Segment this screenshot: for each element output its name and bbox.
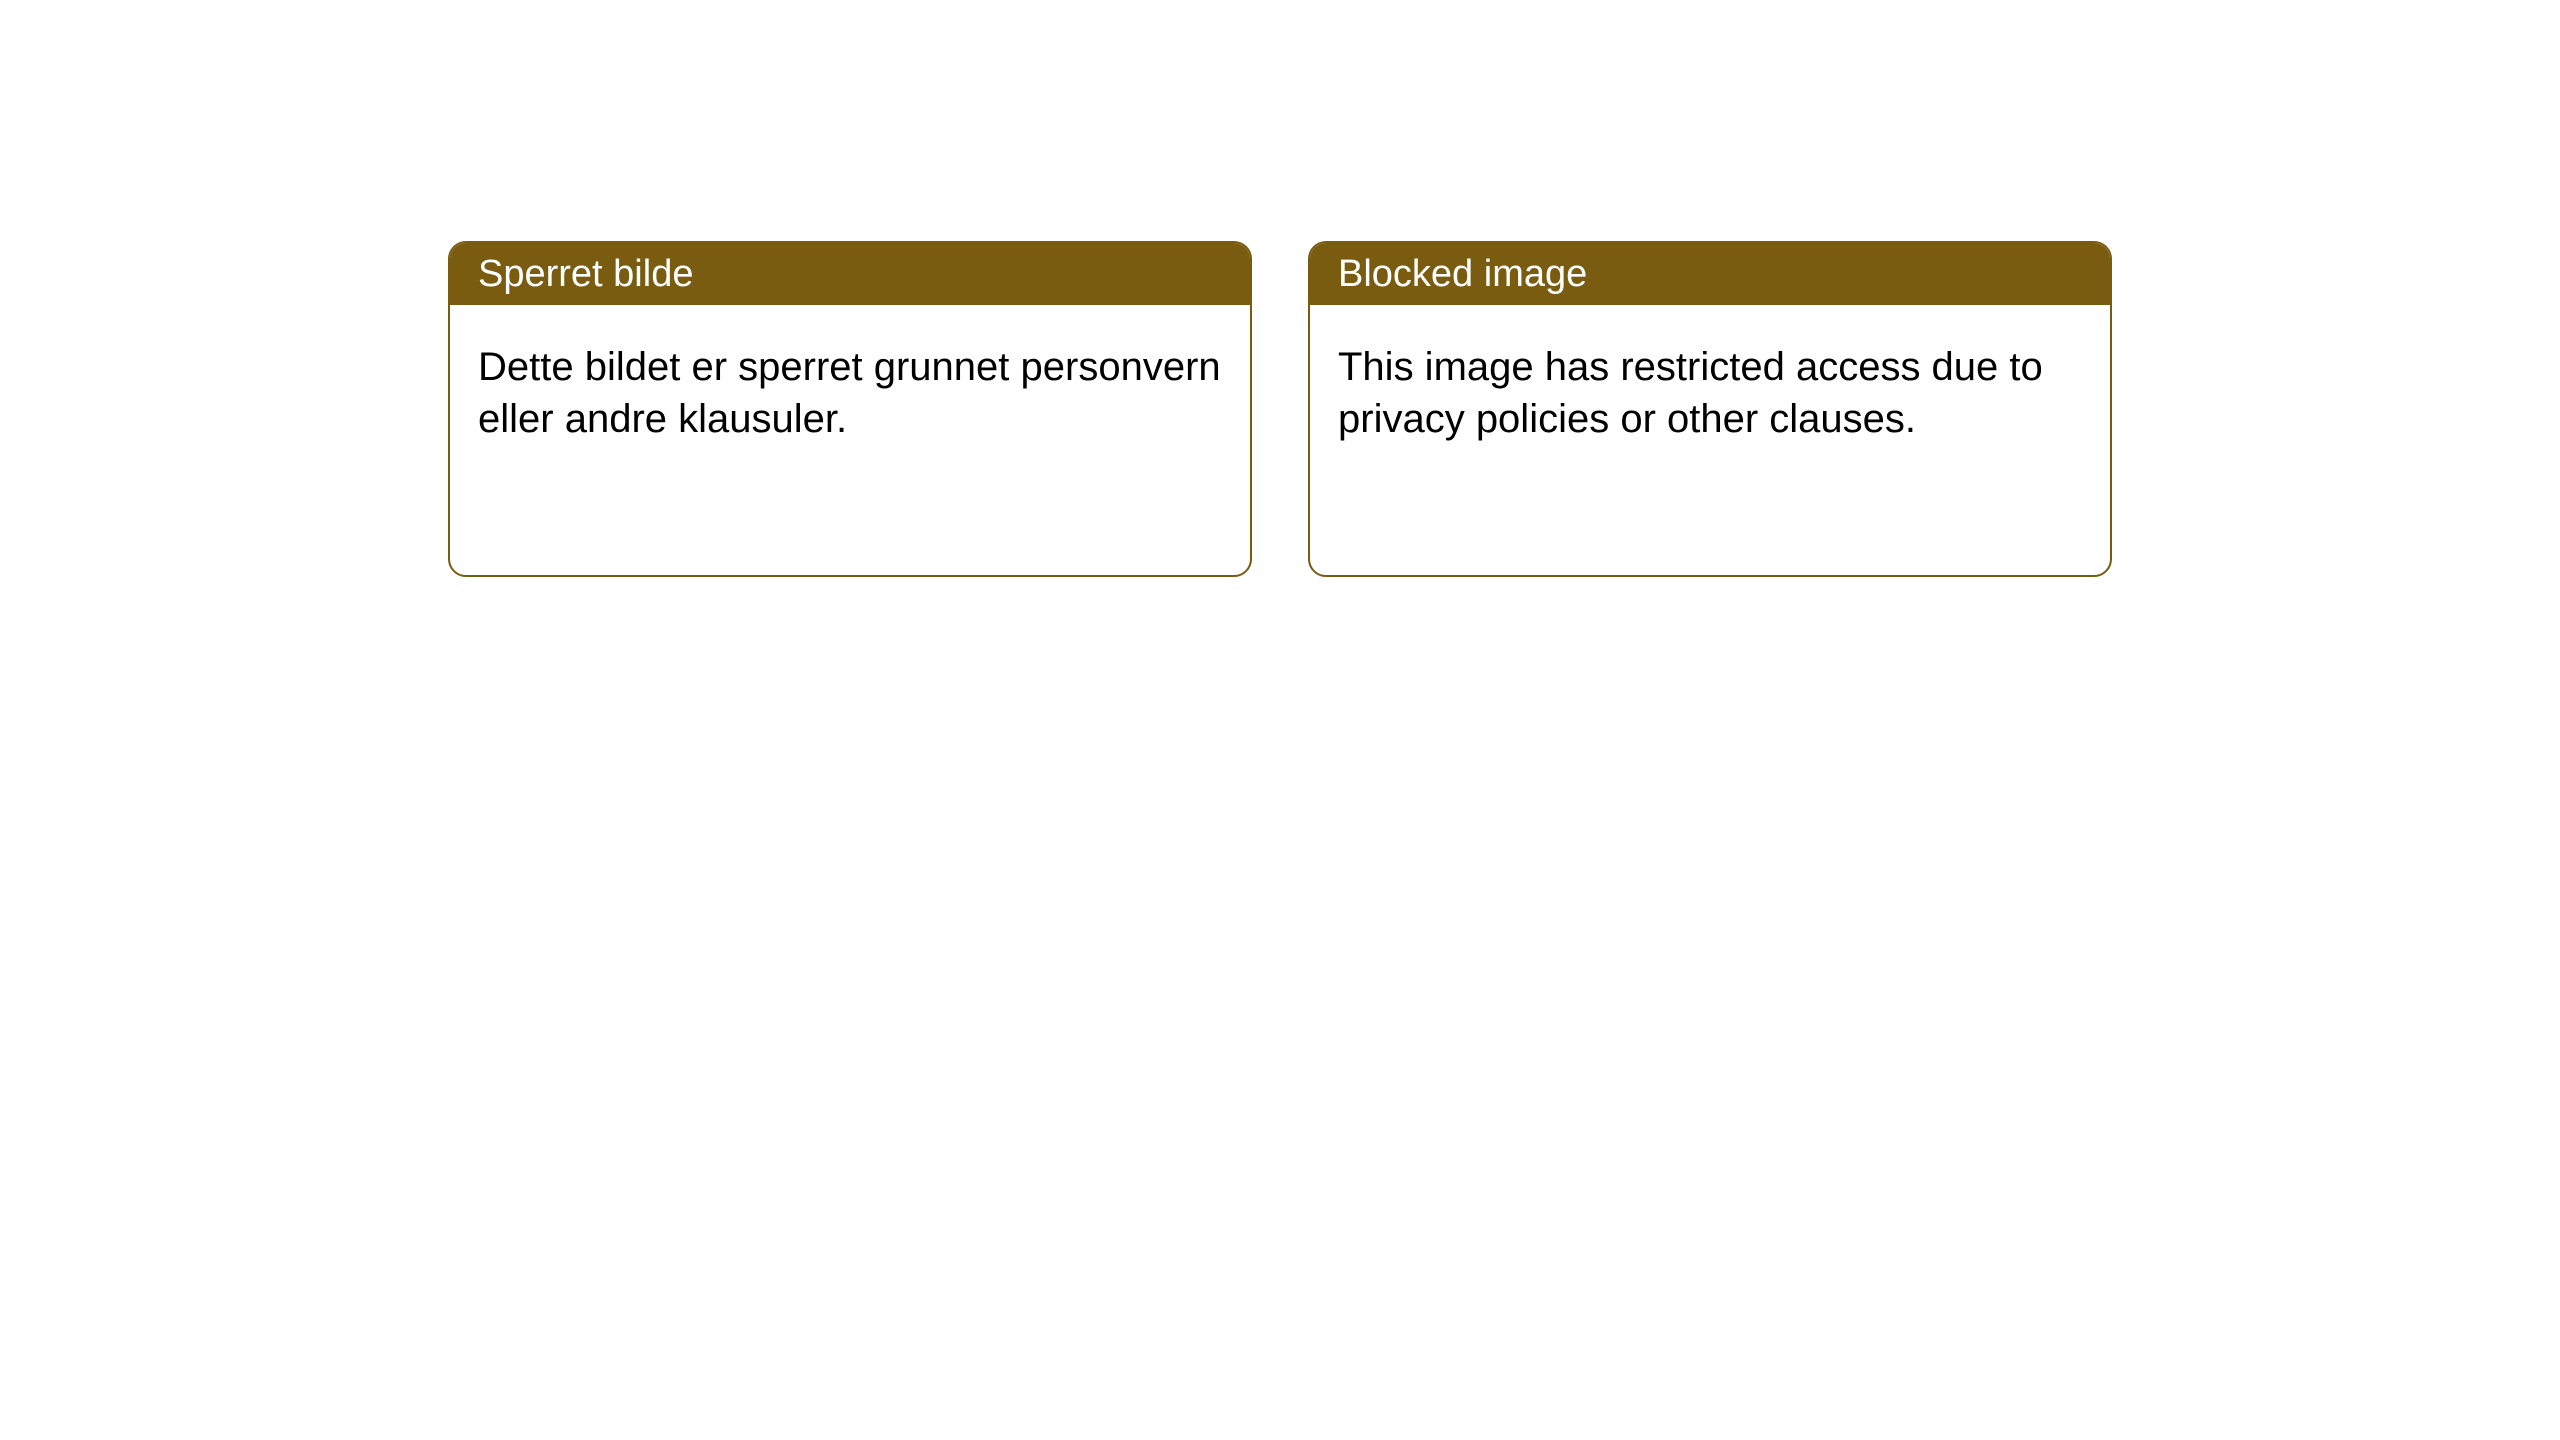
card-title: Sperret bilde [478,253,693,296]
card-header: Blocked image [1310,243,2110,305]
card-message: Dette bildet er sperret grunnet personve… [478,345,1221,441]
card-body: Dette bildet er sperret grunnet personve… [450,305,1250,481]
card-header: Sperret bilde [450,243,1250,305]
blocked-image-card-norwegian: Sperret bilde Dette bildet er sperret gr… [448,241,1252,577]
card-title: Blocked image [1338,253,1587,296]
card-container: Sperret bilde Dette bildet er sperret gr… [0,0,2560,577]
card-body: This image has restricted access due to … [1310,305,2110,481]
card-message: This image has restricted access due to … [1338,345,2043,441]
blocked-image-card-english: Blocked image This image has restricted … [1308,241,2112,577]
